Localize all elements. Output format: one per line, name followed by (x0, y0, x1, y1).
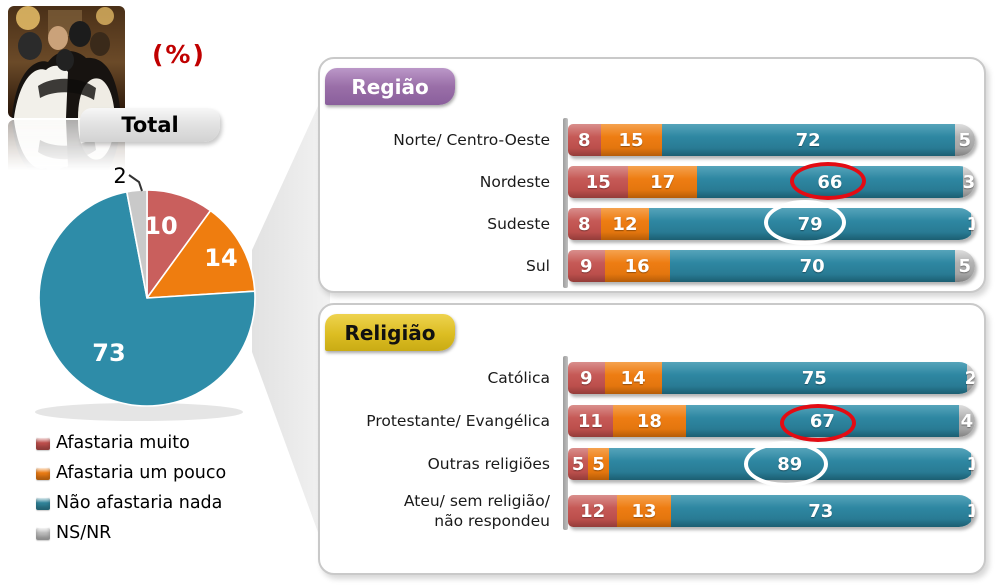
bar-segment-nada: 79 (649, 208, 971, 240)
bar-row-ateu-sem-religiao: Ateu/ sem religião/ não respondeu 12 13 … (320, 491, 975, 532)
bar-segment-pouco: 15 (600, 124, 662, 156)
pie-value-nada: 73 (92, 339, 125, 367)
bar-segment-pouco: 18 (612, 405, 687, 437)
panel-religiao-title-badge: Religião (325, 314, 455, 351)
row-label: Protestante/ Evangélica (366, 411, 550, 430)
bar-segment-pouco: 13 (617, 495, 671, 528)
legend-swatch-orange-icon (36, 466, 50, 480)
pie-slice-nsnr (126, 189, 148, 299)
bar-segment-nsnr: 1 (967, 208, 975, 240)
bar-segment-nsnr: 5 (954, 250, 975, 282)
bar-segment-muito: 8 (568, 208, 601, 240)
pie-value-muito: 10 (144, 212, 177, 240)
stacked-bar: 5 5 89 1 (568, 448, 975, 480)
row-label: Sul (526, 256, 550, 275)
pie-shadow (35, 403, 243, 421)
panel-religiao: Religião Católica 9 14 75 2 Protestante/… (318, 303, 986, 575)
bar-segment-muito: 5 (568, 448, 589, 480)
row-label: Outras religiões (427, 454, 550, 473)
legend-item: NS/NR (36, 518, 226, 548)
bar-row-protestante-evangelica: Protestante/ Evangélica 11 18 67 4 (320, 405, 975, 437)
group-hug-photo (8, 6, 125, 118)
bar-row-nordeste: Nordeste 15 17 66 3 (320, 166, 975, 198)
bar-segment-nsnr: 1 (967, 448, 975, 480)
stacked-bar: 9 14 75 2 (568, 362, 975, 394)
stacked-bar: 9 16 70 5 (568, 250, 975, 282)
bar-segment-nsnr: 1 (967, 495, 975, 528)
legend-item: Afastaria um pouco (36, 458, 226, 488)
bar-segment-nada: 72 (661, 124, 955, 156)
bar-segment-pouco: 16 (604, 250, 670, 282)
legend-swatch-gray-icon (36, 526, 50, 540)
panel-regiao-title-badge: Região (325, 68, 455, 105)
axis-line (563, 356, 568, 530)
row-label: Ateu/ sem religião/ não respondeu (403, 492, 550, 531)
legend-label: Afastaria um pouco (56, 463, 227, 483)
bar-segment-nsnr: 2 (965, 362, 975, 394)
legend-swatch-teal-icon (36, 496, 50, 510)
bar-segment-nsnr: 5 (954, 124, 975, 156)
legend-swatch-red-icon (36, 436, 50, 450)
bar-segment-nada: 67 (686, 405, 959, 437)
stacked-bar: 8 12 79 1 (568, 208, 975, 240)
bar-segment-nada: 73 (670, 495, 971, 528)
bar-segment-nada: 70 (669, 250, 955, 282)
total-badge: Total (80, 108, 220, 142)
bar-segment-muito: 11 (568, 405, 613, 437)
bar-row-outras-religioes: Outras religiões 5 5 89 1 (320, 448, 975, 480)
bar-segment-nada: 89 (608, 448, 971, 480)
bar-segment-nada: 75 (661, 362, 967, 394)
unit-label: (%) (152, 40, 206, 69)
bar-row-sudeste: Sudeste 8 12 79 1 (320, 208, 975, 240)
bar-segment-muito: 8 (568, 124, 601, 156)
stacked-bar: 11 18 67 4 (568, 405, 975, 437)
stacked-bar: 15 17 66 3 (568, 166, 975, 198)
bar-segment-nsnr: 3 (963, 166, 975, 198)
row-label: Nordeste (479, 172, 550, 191)
legend-label: NS/NR (56, 523, 112, 543)
bar-segment-muito: 15 (568, 166, 629, 198)
legend-label: Afastaria muito (56, 433, 190, 453)
legend-label: Não afastaria nada (56, 493, 223, 513)
legend-item: Não afastaria nada (36, 488, 226, 518)
bar-row-sul: Sul 9 16 70 5 (320, 250, 975, 282)
bar-segment-pouco: 17 (628, 166, 697, 198)
bar-segment-muito: 9 (568, 362, 605, 394)
bar-segment-nsnr: 4 (958, 405, 975, 437)
bar-segment-pouco: 12 (600, 208, 650, 240)
bar-segment-muito: 9 (568, 250, 605, 282)
bar-row-catolica: Católica 9 14 75 2 (320, 362, 975, 394)
row-label: Católica (487, 368, 550, 387)
bar-segment-muito: 12 (568, 495, 618, 528)
pie-value-pouco: 14 (204, 244, 237, 272)
row-label: Norte/ Centro-Oeste (393, 130, 550, 149)
axis-line (563, 118, 568, 288)
bar-segment-pouco: 14 (604, 362, 662, 394)
legend: Afastaria muito Afastaria um pouco Não a… (36, 428, 226, 548)
bar-segment-pouco: 5 (588, 448, 609, 480)
stacked-bar: 8 15 72 5 (568, 124, 975, 156)
bar-segment-nada: 66 (696, 166, 963, 198)
legend-item: Afastaria muito (36, 428, 226, 458)
panel-regiao: Região Norte/ Centro-Oeste 8 15 72 5 Nor… (318, 57, 986, 293)
pie-slice-nao-afastaria-nada (38, 191, 256, 407)
callout-leader-line (128, 174, 143, 192)
bar-row-norte-centro-oeste: Norte/ Centro-Oeste 8 15 72 5 (320, 124, 975, 156)
total-pie-chart: 10 14 73 2 (25, 158, 271, 432)
stacked-bar: 12 13 73 1 (568, 495, 975, 528)
pie-value-nsnr: 2 (113, 164, 126, 188)
row-label: Sudeste (487, 214, 550, 233)
